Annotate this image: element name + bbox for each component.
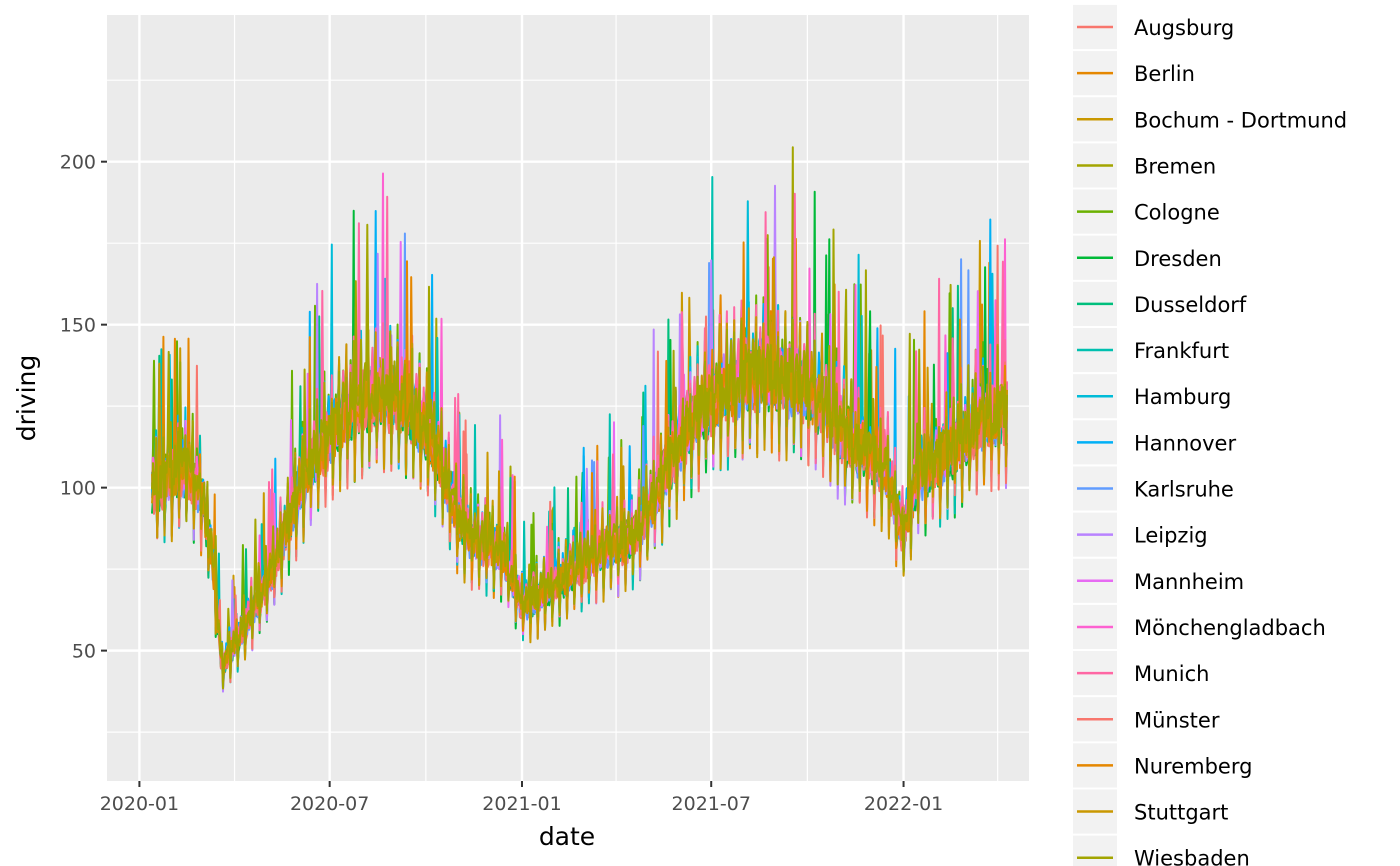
y-tick-label: 200 bbox=[60, 152, 96, 174]
legend-label: Leipzig bbox=[1134, 524, 1208, 548]
legend-label: Dresden bbox=[1134, 247, 1222, 271]
legend-label: Hannover bbox=[1134, 431, 1236, 455]
panel-background bbox=[107, 15, 1029, 781]
legend-item: Nuremberg bbox=[1073, 743, 1252, 788]
legend-item: Mönchengladbach bbox=[1073, 604, 1326, 650]
x-tick-label: 2020-07 bbox=[290, 793, 369, 815]
x-tick-label: 2022-01 bbox=[864, 793, 943, 815]
legend-item: Mannheim bbox=[1073, 558, 1244, 603]
legend-label: Munich bbox=[1134, 662, 1209, 686]
legend-item: Karlsruhe bbox=[1073, 466, 1234, 511]
y-tick-label: 150 bbox=[60, 315, 96, 337]
y-axis: 50 100 150 200 bbox=[60, 152, 107, 663]
x-tick-label: 2020-01 bbox=[100, 793, 179, 815]
legend-item: Augsburg bbox=[1073, 4, 1234, 50]
legend-item: Berlin bbox=[1073, 51, 1195, 96]
legend-item: Frankfurt bbox=[1073, 327, 1229, 373]
legend-label: Münster bbox=[1134, 708, 1220, 732]
legend-label: Hamburg bbox=[1134, 385, 1231, 409]
legend-item: Hamburg bbox=[1073, 374, 1231, 419]
x-tick-label: 2021-01 bbox=[482, 793, 561, 815]
plot-panel bbox=[107, 15, 1029, 781]
legend-item: Dresden bbox=[1073, 235, 1222, 280]
legend-item: Hannover bbox=[1073, 420, 1236, 465]
y-axis-title: driving bbox=[12, 355, 41, 442]
legend-item: Cologne bbox=[1073, 189, 1220, 234]
legend-label: Mannheim bbox=[1134, 570, 1244, 594]
x-axis: 2020-01 2020-07 2021-01 2021-07 2022-01 bbox=[100, 781, 943, 815]
legend-key bbox=[1073, 835, 1117, 866]
legend-item: Dusseldorf bbox=[1073, 281, 1247, 326]
legend-label: Mönchengladbach bbox=[1134, 616, 1326, 640]
x-tick-label: 2021-07 bbox=[672, 793, 751, 815]
legend-label: Dusseldorf bbox=[1134, 293, 1247, 317]
legend-item: Stuttgart bbox=[1073, 789, 1228, 834]
series-wiesbaden bbox=[151, 223, 1008, 690]
legend-label: Frankfurt bbox=[1134, 339, 1229, 363]
legend-item: Bremen bbox=[1073, 143, 1216, 188]
legend-background bbox=[1071, 0, 1400, 866]
legend-label: Karlsruhe bbox=[1134, 478, 1234, 502]
x-axis-title: date bbox=[539, 822, 595, 851]
legend-item: Wiesbaden bbox=[1073, 835, 1250, 866]
legend-label: Nuremberg bbox=[1134, 754, 1252, 778]
legend-item: Bochum - Dortmund bbox=[1073, 97, 1347, 142]
legend-label: Wiesbaden bbox=[1134, 847, 1250, 866]
y-tick-label: 50 bbox=[72, 641, 96, 663]
legend-label: Augsburg bbox=[1134, 16, 1234, 40]
legend-item: Leipzig bbox=[1073, 512, 1208, 557]
legend-label: Bremen bbox=[1134, 154, 1216, 178]
series-line bbox=[151, 223, 1008, 690]
legend-label: Berlin bbox=[1134, 62, 1195, 86]
legend-label: Stuttgart bbox=[1134, 801, 1228, 825]
legend: Augsburg Berlin Bochum - Dortmund Bremen Col… bbox=[1071, 0, 1400, 866]
legend-item: Munich bbox=[1073, 651, 1209, 696]
legend-label: Bochum - Dortmund bbox=[1134, 108, 1347, 132]
y-tick-label: 100 bbox=[60, 478, 96, 500]
legend-item: Münster bbox=[1073, 697, 1220, 742]
legend-label: Cologne bbox=[1134, 201, 1220, 225]
